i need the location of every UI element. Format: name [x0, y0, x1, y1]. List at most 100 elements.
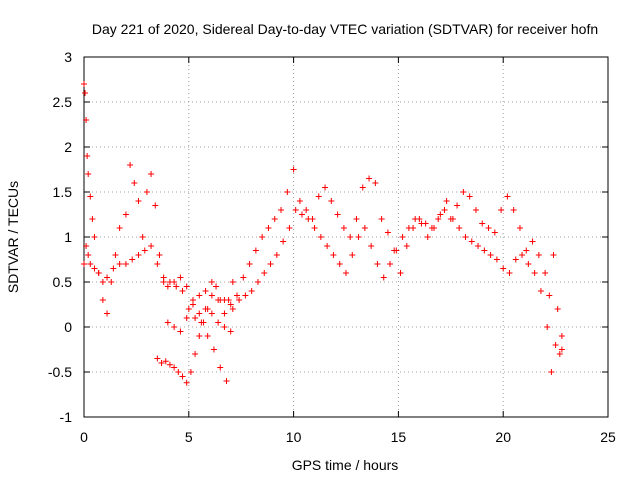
x-tick-label: 5 — [185, 429, 193, 445]
data-point — [173, 283, 180, 290]
data-point — [83, 117, 90, 123]
data-point — [95, 270, 102, 276]
data-point — [322, 184, 329, 191]
series-track-b — [81, 198, 565, 384]
data-point — [531, 270, 538, 276]
data-point — [399, 234, 406, 240]
series-track-a — [81, 81, 565, 339]
data-point — [196, 292, 203, 299]
data-point — [99, 279, 106, 285]
data-point — [192, 315, 199, 321]
data-point — [87, 193, 94, 200]
data-point — [202, 306, 209, 312]
data-point — [227, 328, 234, 335]
y-tick-label: 0.5 — [53, 274, 73, 290]
data-point — [204, 333, 211, 339]
data-point — [336, 261, 343, 267]
data-point — [349, 252, 356, 258]
data-point — [248, 288, 255, 294]
y-tick-label: 2.5 — [53, 94, 73, 110]
data-point — [544, 324, 551, 330]
data-point — [252, 247, 259, 254]
data-point — [481, 247, 488, 254]
data-point — [437, 211, 444, 218]
data-point — [372, 180, 379, 186]
data-point — [359, 184, 366, 191]
data-point — [208, 292, 215, 299]
y-tick-label: 1.5 — [53, 184, 73, 200]
data-point — [160, 274, 167, 281]
data-marks — [81, 81, 565, 386]
data-point — [192, 351, 199, 357]
data-point — [418, 220, 425, 227]
data-point — [215, 319, 222, 326]
y-tick-label: 1 — [64, 229, 72, 245]
data-point — [177, 328, 184, 335]
data-point — [284, 189, 291, 195]
data-point — [491, 229, 498, 236]
data-point — [261, 270, 268, 276]
data-point — [265, 225, 272, 231]
series-track-d — [164, 292, 234, 335]
data-point — [273, 252, 280, 258]
data-point — [506, 270, 513, 276]
data-point — [290, 166, 297, 173]
data-point — [529, 238, 536, 245]
data-point — [179, 373, 186, 380]
data-point — [210, 346, 217, 353]
data-point — [217, 297, 224, 303]
data-point — [196, 333, 203, 339]
data-point — [196, 310, 203, 317]
data-point — [104, 274, 111, 281]
data-point — [405, 225, 412, 231]
data-point — [550, 252, 557, 258]
data-point — [81, 261, 87, 267]
data-point — [139, 234, 146, 240]
data-point — [431, 225, 438, 231]
data-point — [81, 81, 87, 87]
data-point — [171, 324, 178, 330]
data-point — [378, 216, 385, 222]
data-point — [546, 292, 553, 299]
data-point — [141, 247, 148, 254]
data-point — [259, 234, 266, 240]
axis-ticks — [83, 56, 609, 418]
data-point — [166, 279, 173, 285]
data-point — [242, 292, 249, 299]
y-tick-label: 3 — [64, 49, 72, 65]
data-point — [187, 369, 194, 375]
data-point — [510, 207, 517, 213]
data-point — [443, 198, 450, 204]
data-point — [91, 234, 98, 240]
y-tick-label: 0 — [64, 319, 72, 335]
data-point — [116, 225, 123, 231]
data-point — [523, 247, 530, 254]
data-point — [280, 238, 287, 245]
data-point — [208, 279, 215, 285]
data-point — [387, 261, 394, 267]
data-point — [393, 247, 400, 254]
data-point — [435, 216, 442, 222]
data-point — [298, 211, 305, 218]
data-point — [472, 207, 479, 213]
data-point — [89, 216, 96, 222]
data-point — [525, 261, 532, 267]
data-point — [361, 225, 368, 231]
data-point — [183, 379, 190, 386]
data-point — [85, 171, 92, 177]
y-tick-labels: -1 -0.5 0 0.5 1 1.5 2 2.5 3 — [48, 49, 72, 425]
data-point — [374, 261, 381, 267]
data-point — [424, 234, 431, 240]
data-point — [135, 252, 142, 258]
data-point — [317, 234, 324, 240]
data-point — [202, 288, 209, 294]
data-point — [548, 369, 555, 375]
data-point — [108, 279, 115, 285]
data-point — [225, 297, 232, 303]
data-point — [221, 324, 228, 330]
data-point — [84, 153, 91, 159]
data-point — [519, 252, 526, 258]
data-point — [500, 265, 507, 272]
data-point — [512, 256, 519, 263]
data-point — [343, 270, 349, 276]
